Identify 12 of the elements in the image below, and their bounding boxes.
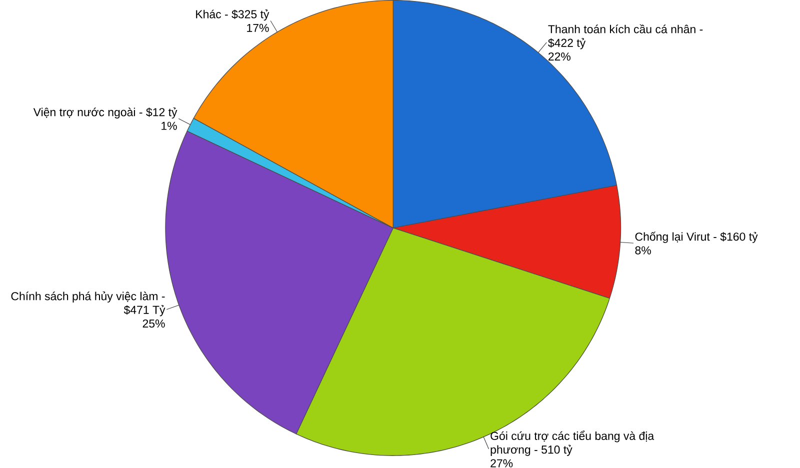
slice-label: Chính sách phá hủy việc làm - $471 Tỷ <box>11 291 166 316</box>
data-label: 1% <box>162 122 177 130</box>
data-label: 22% <box>548 52 571 60</box>
slice-label: Chống lại Virut - $160 tỷ <box>635 232 758 243</box>
data-label: 17% <box>247 24 269 32</box>
data-label: 8% <box>635 246 651 254</box>
data-label: 27% <box>490 459 513 468</box>
slice-label: Gói cứu trợ các tiểu bang và địa phương - 510 tỷ <box>490 430 654 456</box>
data-label: 25% <box>142 319 165 328</box>
slice-label: Thanh toán kích cầu cá nhân - $422 tỷ <box>548 24 703 50</box>
slice-label: Viện trợ nước ngoài - $12 tỷ <box>33 107 178 118</box>
slice-label: Khác - $325 tỷ <box>196 9 270 20</box>
